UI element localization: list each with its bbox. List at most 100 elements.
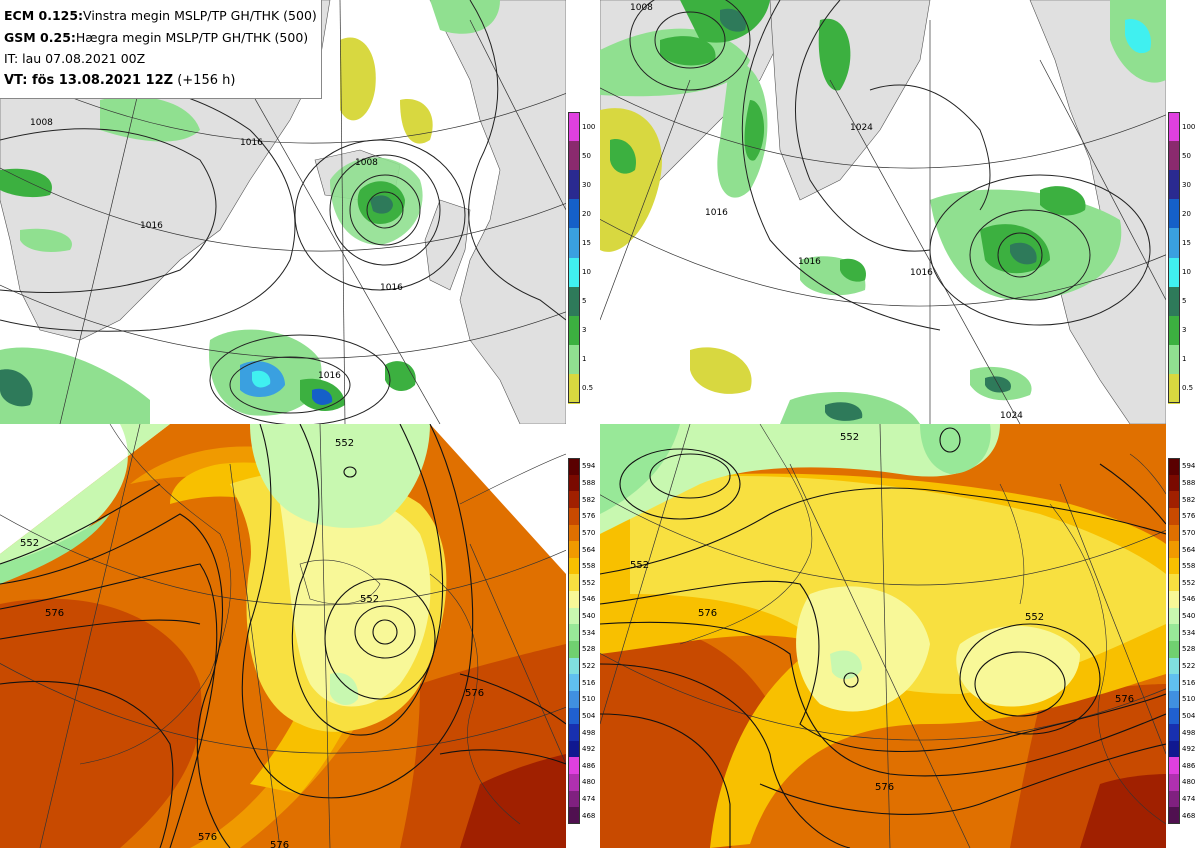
colorbar-label: 546 [1182, 595, 1196, 604]
colorbar-segment [568, 541, 580, 559]
colorbar-segment [1168, 740, 1180, 758]
ecm-gh500-map: 552 552 552 576 576 576 576 [0, 424, 566, 848]
colorbar-border [568, 112, 580, 403]
colorbar-label: 480 [1182, 778, 1196, 787]
colorbar-segment [568, 286, 580, 317]
gsm-gh500-map: 552 552 552 576 576 576 [600, 424, 1166, 848]
british-isles-land [424, 199, 471, 291]
colorbar-segment [1168, 624, 1180, 642]
colorbar-segment [1168, 228, 1180, 259]
isobar-label: 1016 [798, 257, 821, 267]
colorbar-label: 468 [582, 811, 596, 820]
colorbar-label: 3 [1182, 326, 1187, 335]
colorbar-segment [568, 344, 580, 375]
colorbar-segment [568, 474, 580, 492]
colorbar-label: 20 [1182, 209, 1191, 218]
colorbar-label: 5 [582, 297, 587, 306]
colorbar-label: 100 [1182, 122, 1196, 131]
colorbar-label: 516 [582, 678, 596, 687]
colorbar-label: 474 [1182, 795, 1196, 804]
colorbar-segment [568, 574, 580, 592]
colorbar-label: 588 [582, 478, 596, 487]
colorbar-segment [568, 524, 580, 542]
gsm-mslp-map: 1008 1016 1024 1016 1016 1024 [600, 0, 1166, 424]
colorbar-segment [568, 707, 580, 725]
colorbar-label: 480 [582, 778, 596, 787]
colorbar-label: 10 [1182, 268, 1191, 277]
gh-label: 576 [198, 832, 217, 843]
colorbar-label: 558 [1182, 562, 1196, 571]
colorbar-label: 552 [582, 578, 596, 587]
colorbar-label: 582 [582, 495, 596, 504]
colorbar-segment [568, 690, 580, 708]
colorbar-label: 570 [582, 528, 596, 537]
colorbar-label: 3 [582, 326, 587, 335]
colorbar-label: 570 [1182, 528, 1196, 537]
colorbar-label: 552 [1182, 578, 1196, 587]
graticule [600, 424, 1166, 848]
colorbar-segment [568, 607, 580, 625]
colorbar-segment [1168, 491, 1180, 509]
isobar-label: 1016 [705, 208, 728, 218]
colorbar-label: 594 [582, 462, 596, 471]
colorbar-border [1168, 458, 1180, 824]
colorbar-label: 50 [1182, 151, 1191, 160]
colorbar-segment [1168, 574, 1180, 592]
colorbar-segment [1168, 674, 1180, 692]
colorbar-segment [1168, 724, 1180, 742]
valid-time: VT: fös 13.08.2021 12Z [4, 72, 174, 88]
ecm-description: Vinstra megin MSLP/TP GH/THK (500) [83, 8, 317, 23]
isobar-label: 1016 [140, 221, 163, 231]
gsm-model-label: GSM 0.25: [4, 29, 76, 45]
coastlines [79, 424, 566, 825]
isobar-label: 1008 [355, 158, 378, 168]
colorbar-segment [568, 199, 580, 230]
colorbar-label: 528 [1182, 645, 1196, 654]
isobar-label: 1016 [318, 371, 341, 381]
gh-label: 576 [465, 688, 484, 699]
colorbar-label: 100 [582, 122, 596, 131]
colorbar-segment [1168, 344, 1180, 375]
colorbar-label: 540 [582, 612, 596, 621]
colorbar-label: 498 [582, 728, 596, 737]
colorbar-segment [1168, 373, 1180, 404]
gh-label: 552 [335, 438, 354, 449]
colorbar-segment [568, 657, 580, 675]
colorbar-label: 468 [1182, 811, 1196, 820]
colorbar-segment [1168, 524, 1180, 542]
gh-label: 552 [840, 432, 859, 443]
colorbar-label: 486 [1182, 761, 1196, 770]
colorbar-label: 516 [1182, 678, 1196, 687]
colorbar-label: 15 [1182, 238, 1191, 247]
gh-label: 552 [1025, 612, 1044, 623]
isobar-label: 1008 [630, 3, 653, 13]
colorbar-segment [568, 507, 580, 525]
colorbar-label: 492 [1182, 745, 1196, 754]
gsm-description: Hægra megin MSLP/TP GH/THK (500) [75, 29, 309, 45]
precip-patches [600, 0, 1166, 424]
isobar-label: 1016 [380, 283, 403, 293]
gh-label: 576 [270, 840, 289, 848]
colorbar-segment [568, 740, 580, 758]
gh-labels: 552 552 552 576 576 576 [630, 432, 1134, 793]
gh-contours [600, 427, 1166, 848]
colorbar-segment [1168, 774, 1180, 792]
colorbar-segment [1168, 790, 1180, 808]
colorbar-segment [568, 458, 580, 475]
colorbar-border [1168, 112, 1180, 403]
colorbar-segment [568, 315, 580, 346]
isobar-labels: 1008 1016 1024 1016 1016 1024 [630, 3, 1023, 421]
colorbar-segment [1168, 474, 1180, 492]
gh-label: 576 [698, 608, 717, 619]
colorbar-label: 498 [1182, 728, 1196, 737]
colorbar-label: 30 [1182, 180, 1191, 189]
colorbar-label: 534 [1182, 628, 1196, 637]
colorbar-segment [568, 724, 580, 742]
colorbar-segment [1168, 541, 1180, 559]
colorbar-segment [568, 228, 580, 259]
gh-label: 576 [875, 782, 894, 793]
colorbar-label: 522 [582, 661, 596, 670]
colorbar-segment [1168, 757, 1180, 775]
colorbar-segment [568, 112, 580, 142]
colorbar-label: 510 [582, 695, 596, 704]
